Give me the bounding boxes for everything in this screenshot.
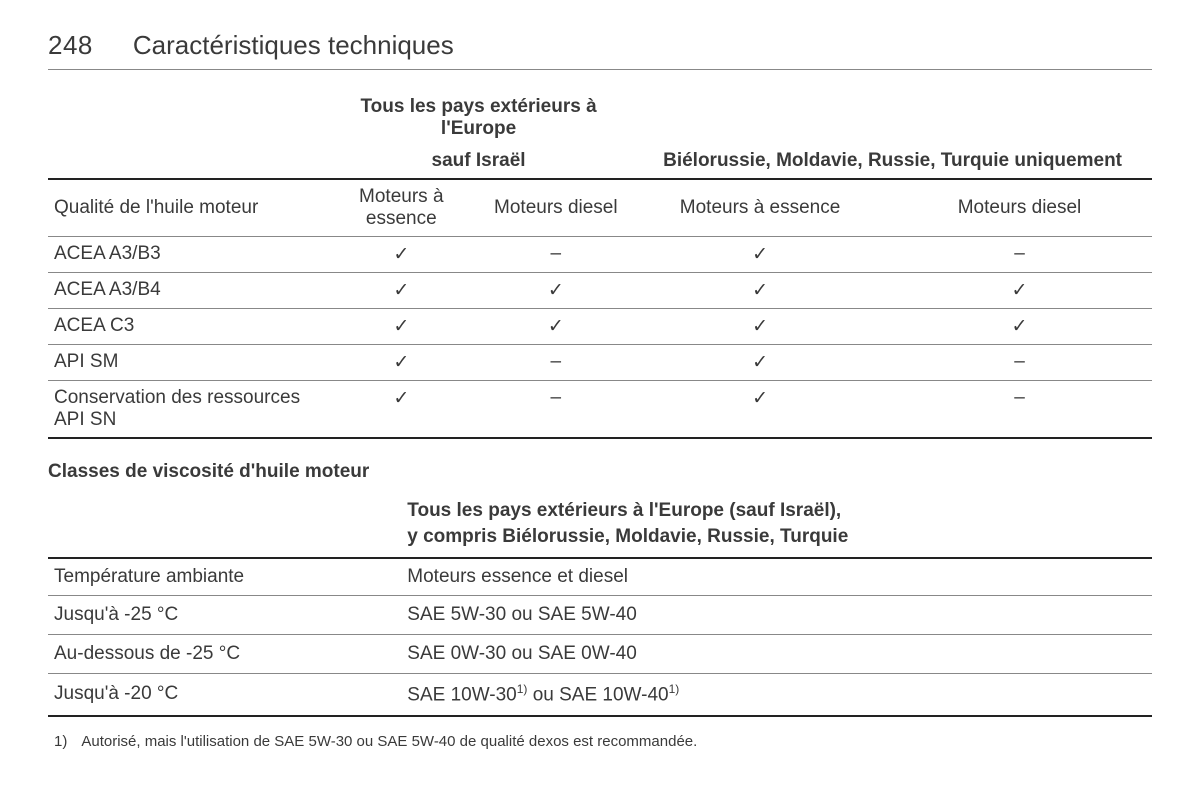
table-row: Tous les pays extérieurs à l'Europe <box>48 92 1152 146</box>
page-number: 248 <box>48 30 93 61</box>
dash-icon: – <box>479 237 634 273</box>
table-row: ACEA A3/B3✓–✓– <box>48 237 1152 273</box>
check-icon: ✓ <box>633 237 887 273</box>
table-row: Qualité de l'huile moteur Moteurs à esse… <box>48 179 1152 237</box>
viscosity-group-header-line2: y compris Biélorussie, Moldavie, Russie,… <box>407 526 848 547</box>
dash-icon: – <box>887 381 1152 439</box>
col-header-engines: Moteurs essence et diesel <box>401 558 1152 596</box>
check-icon: ✓ <box>887 273 1152 309</box>
row-label: Au-dessous de -25 °C <box>48 635 401 674</box>
row-label: ACEA A3/B4 <box>48 273 324 309</box>
oil-quality-tbody: ACEA A3/B3✓–✓–ACEA A3/B4✓✓✓✓ACEA C3✓✓✓✓A… <box>48 237 1152 439</box>
row-value: SAE 0W-30 ou SAE 0W-40 <box>401 635 1152 674</box>
dash-icon: – <box>479 345 634 381</box>
table-row: ACEA C3✓✓✓✓ <box>48 309 1152 345</box>
col-header-diesel-a: Moteurs diesel <box>479 179 634 237</box>
check-icon: ✓ <box>479 309 634 345</box>
dash-icon: – <box>479 381 634 439</box>
page: 248 Caractéristiques techniques Tous les… <box>0 0 1200 750</box>
col-header-quality: Qualité de l'huile moteur <box>48 179 324 237</box>
table-row: sauf Israël Biélorussie, Moldavie, Russi… <box>48 146 1152 179</box>
check-icon: ✓ <box>324 237 479 273</box>
table-row: ACEA A3/B4✓✓✓✓ <box>48 273 1152 309</box>
row-value: SAE 5W-30 ou SAE 5W-40 <box>401 596 1152 635</box>
dash-icon: – <box>887 345 1152 381</box>
table-row: Jusqu'à -25 °CSAE 5W-30 ou SAE 5W-40 <box>48 596 1152 635</box>
row-label: API SM <box>48 345 324 381</box>
viscosity-tbody: Jusqu'à -25 °CSAE 5W-30 ou SAE 5W-40Au-d… <box>48 596 1152 716</box>
footnote-marker: 1) <box>48 733 67 750</box>
table-row: API SM✓–✓– <box>48 345 1152 381</box>
check-icon: ✓ <box>633 381 887 439</box>
check-icon: ✓ <box>324 381 479 439</box>
check-icon: ✓ <box>887 309 1152 345</box>
table-row: Au-dessous de -25 °CSAE 0W-30 ou SAE 0W-… <box>48 635 1152 674</box>
check-icon: ✓ <box>324 345 479 381</box>
table-row: Conservation des ressources API SN✓–✓– <box>48 381 1152 439</box>
row-label: Conservation des ressources API SN <box>48 381 324 439</box>
row-label: Jusqu'à -25 °C <box>48 596 401 635</box>
check-icon: ✓ <box>324 309 479 345</box>
viscosity-table: Tous les pays extérieurs à l'Europe (sau… <box>48 493 1152 717</box>
row-label: Jusqu'à -20 °C <box>48 674 401 716</box>
viscosity-group-header-line1: Tous les pays extérieurs à l'Europe (sau… <box>407 500 841 521</box>
check-icon: ✓ <box>324 273 479 309</box>
page-header: 248 Caractéristiques techniques <box>48 30 1152 70</box>
col-header-diesel-b: Moteurs diesel <box>887 179 1152 237</box>
group-header-b: Biélorussie, Moldavie, Russie, Turquie u… <box>633 146 1152 179</box>
check-icon: ✓ <box>633 345 887 381</box>
row-label: ACEA C3 <box>48 309 324 345</box>
group-header-a-line2: sauf Israël <box>324 146 633 179</box>
oil-quality-table: Tous les pays extérieurs à l'Europe sauf… <box>48 92 1152 439</box>
table-row: Jusqu'à -20 °CSAE 10W-301) ou SAE 10W-40… <box>48 674 1152 716</box>
check-icon: ✓ <box>479 273 634 309</box>
col-header-temperature: Température ambiante <box>48 558 401 596</box>
dash-icon: – <box>887 237 1152 273</box>
check-icon: ✓ <box>633 309 887 345</box>
viscosity-heading: Classes de viscosité d'huile moteur <box>48 461 1152 483</box>
col-header-petrol-a: Moteurs à essence <box>324 179 479 237</box>
check-icon: ✓ <box>633 273 887 309</box>
table-row: Tous les pays extérieurs à l'Europe (sau… <box>48 493 1152 558</box>
footnote-text: Autorisé, mais l'utilisation de SAE 5W-3… <box>81 733 697 750</box>
row-label: ACEA A3/B3 <box>48 237 324 273</box>
group-header-a-line1: Tous les pays extérieurs à l'Europe <box>324 92 633 146</box>
col-header-petrol-b: Moteurs à essence <box>633 179 887 237</box>
table-row: Température ambiante Moteurs essence et … <box>48 558 1152 596</box>
viscosity-group-header: Tous les pays extérieurs à l'Europe (sau… <box>401 493 1152 558</box>
page-title: Caractéristiques techniques <box>133 30 454 61</box>
row-value: SAE 10W-301) ou SAE 10W-401) <box>401 674 1152 716</box>
footnote: 1) Autorisé, mais l'utilisation de SAE 5… <box>48 733 1152 750</box>
